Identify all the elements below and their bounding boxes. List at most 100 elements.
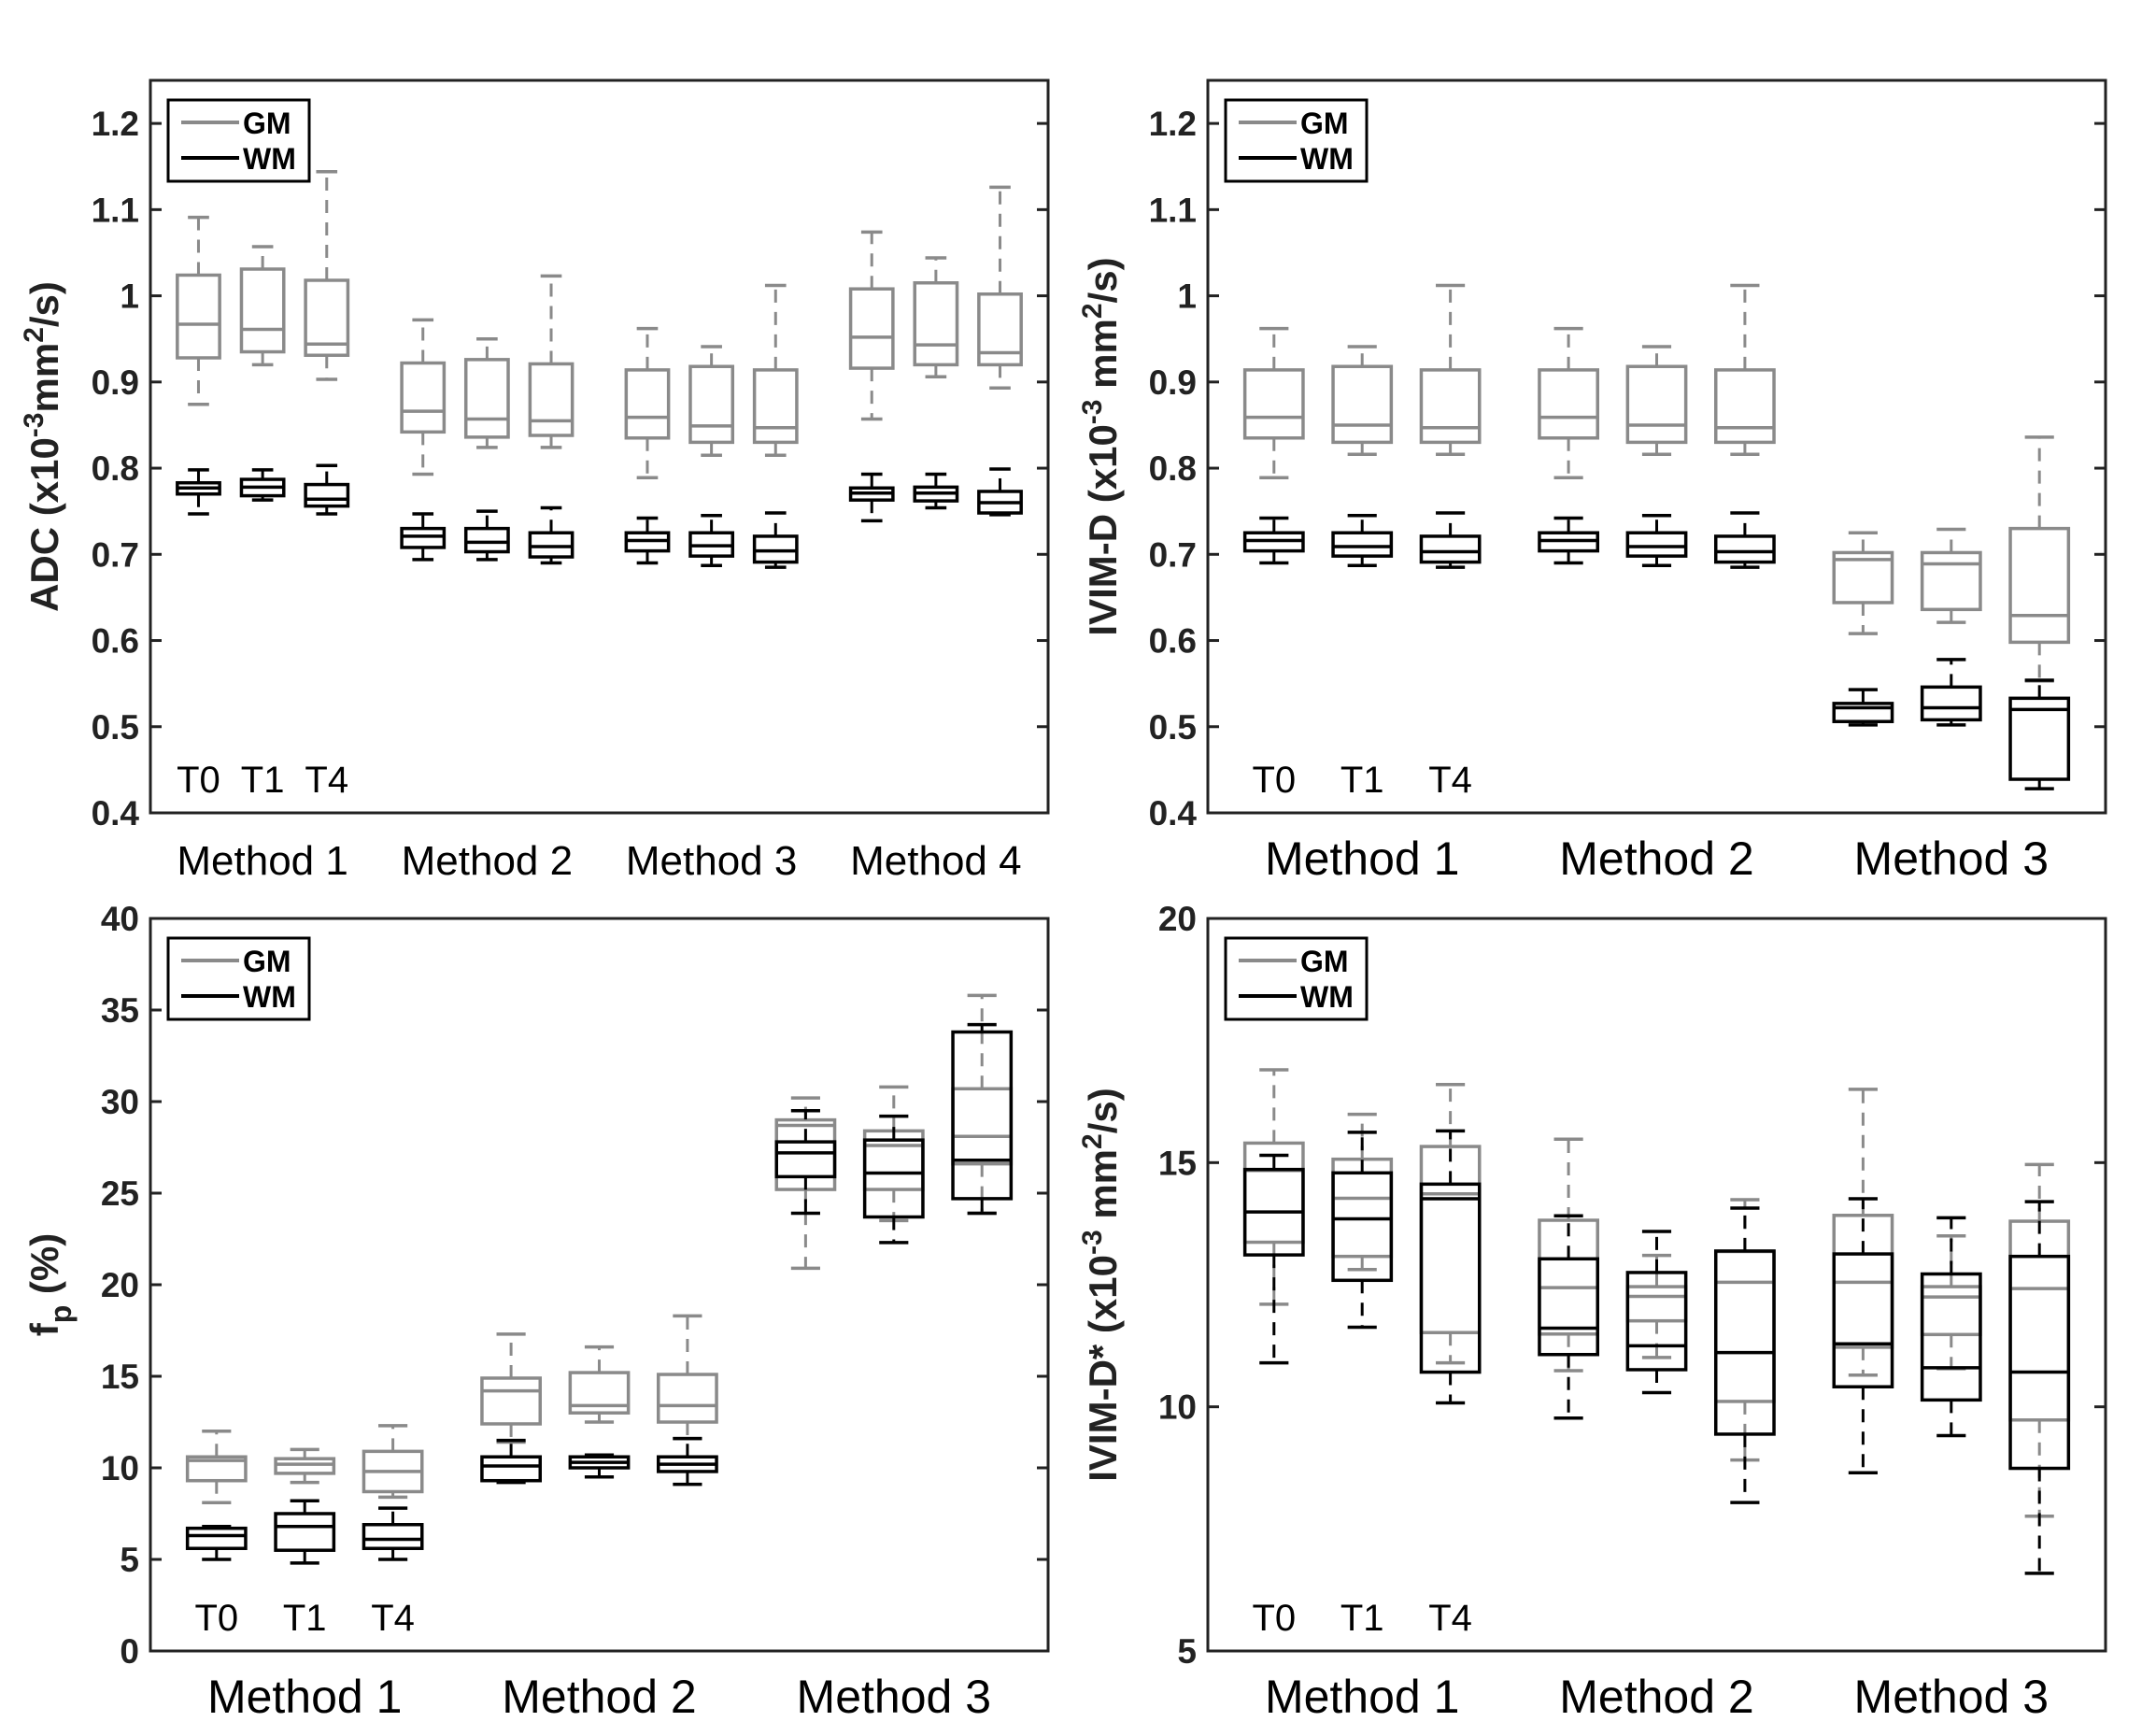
y-tick-label: 0 — [120, 1632, 139, 1671]
box-iqr — [1920, 550, 1982, 612]
box-gm — [1242, 1068, 1305, 1306]
category-label: Method 1 — [177, 838, 348, 884]
y-tick-label: 0.8 — [92, 449, 139, 488]
category-label: Method 3 — [1854, 1671, 2049, 1723]
y-tick-label: 0.4 — [92, 794, 140, 832]
y-tick-label: 1.1 — [1149, 191, 1197, 229]
y-axis-label-main: IVIM-D (x10 — [1081, 424, 1125, 635]
box-gm — [752, 283, 799, 457]
box-iqr — [977, 292, 1023, 367]
box-wm — [1242, 1153, 1305, 1365]
y-axis-label: IVIM-D (x10-3 mm2/s) — [1077, 257, 1125, 635]
y-tick-label: 0.5 — [1149, 708, 1197, 747]
box-wm — [1625, 514, 1688, 568]
box-wm — [304, 463, 350, 516]
box-iqr — [528, 531, 574, 559]
category-label: Method 2 — [402, 838, 573, 884]
box-wm — [656, 1436, 718, 1487]
box-iqr — [1832, 702, 1894, 723]
box-gm — [304, 170, 350, 381]
box-gm — [688, 345, 735, 457]
box-iqr — [362, 1523, 424, 1550]
box-iqr — [1538, 368, 1600, 440]
box-iqr — [951, 1030, 1014, 1201]
box-gm — [274, 1447, 336, 1485]
box-wm — [848, 472, 895, 523]
box-gm — [1419, 283, 1482, 457]
timepoint-label: T1 — [1340, 1598, 1384, 1639]
y-axis-label-main: ADC (x10 — [22, 437, 66, 612]
box-iqr — [463, 526, 510, 554]
box-iqr — [2008, 1254, 2071, 1471]
box-wm — [1242, 516, 1305, 565]
box-gm — [1920, 1233, 1982, 1371]
box-wm — [362, 1506, 424, 1561]
box-iqr — [1331, 531, 1394, 558]
box-iqr — [1242, 368, 1305, 440]
category-label: Method 2 — [502, 1671, 696, 1723]
box-wm — [274, 1499, 336, 1565]
box-iqr — [1713, 368, 1776, 445]
category-label: Method 1 — [207, 1671, 402, 1723]
y-tick-label: 5 — [1177, 1632, 1197, 1671]
box-iqr — [528, 362, 574, 437]
box-iqr — [688, 364, 735, 445]
y-axis-label-sup1: -3 — [19, 412, 50, 437]
box-iqr — [2008, 526, 2071, 645]
box-iqr — [274, 1457, 336, 1475]
y-tick-label: 20 — [101, 1266, 139, 1304]
panel-4: 5 10 15 20 IVIM-D* (x10-3 mm2/s) Method 1 Meth… — [1077, 900, 2107, 1723]
y-tick-label: 40 — [101, 900, 139, 938]
box-iqr — [1920, 685, 1982, 722]
legend-label-wm: WM — [243, 980, 296, 1014]
box-gm — [656, 1314, 718, 1441]
y-tick-label: 30 — [101, 1083, 139, 1121]
box-iqr — [1832, 550, 1894, 605]
y-tick-label: 1.1 — [92, 191, 139, 229]
y-tick-label: 0.6 — [92, 622, 139, 661]
y-tick-label: 1.2 — [1149, 105, 1197, 143]
y-tick-label: 0.9 — [1149, 363, 1197, 402]
box-iqr — [752, 368, 799, 445]
box-gm — [463, 336, 510, 449]
y-tick-label: 0.6 — [1149, 622, 1197, 661]
box-wm — [1419, 1129, 1482, 1405]
y-tick-label: 1.2 — [92, 105, 139, 143]
box-gm — [1920, 527, 1982, 624]
box-wm — [239, 468, 286, 502]
y-axis-label-sup2: 2 — [1077, 1133, 1108, 1149]
y-tick-label: 5 — [120, 1541, 139, 1579]
box-wm — [774, 1109, 837, 1216]
legend-label-wm: WM — [1300, 980, 1354, 1014]
box-gm — [239, 245, 286, 367]
box-iqr — [400, 526, 447, 549]
box-wm — [752, 511, 799, 569]
panel-3: 0 5 10 15 20 25 30 35 40 fp (%) Method 1 Method 2 Me… — [22, 900, 1050, 1723]
box-wm — [1419, 511, 1482, 569]
box-iqr — [1920, 1285, 1982, 1337]
y-tick-label: 15 — [101, 1358, 139, 1396]
y-axis-label-sup2: 2 — [19, 327, 50, 343]
box-iqr — [239, 267, 286, 354]
box-wm — [624, 516, 671, 565]
box-wm — [1920, 1216, 1982, 1438]
box-wm — [1832, 688, 1894, 727]
box-iqr — [1625, 1271, 1688, 1372]
y-axis-label: fp (%) — [22, 1233, 78, 1337]
box-iqr — [400, 361, 447, 434]
box-gm — [528, 274, 574, 449]
box-iqr — [624, 368, 671, 440]
box-gm — [1331, 345, 1394, 457]
box-wm — [185, 1524, 248, 1561]
axes-frame — [149, 78, 1050, 815]
box-iqr — [913, 281, 959, 367]
box-iqr — [1419, 534, 1482, 564]
y-axis-label-sup1: -3 — [1077, 399, 1108, 424]
box-wm — [480, 1438, 543, 1485]
box-wm — [1331, 514, 1394, 568]
legend-label-gm: GM — [243, 107, 291, 140]
box-wm — [1538, 1214, 1600, 1420]
